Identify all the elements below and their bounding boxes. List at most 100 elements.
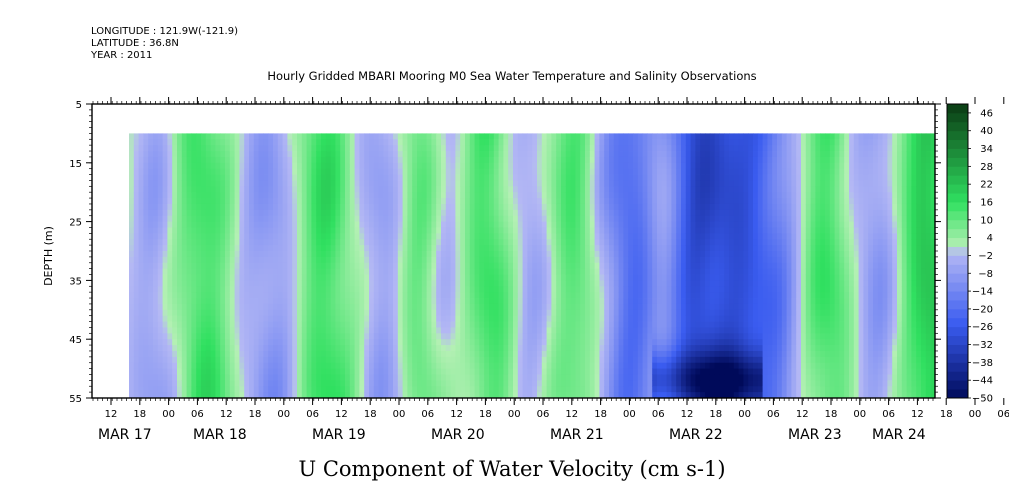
heatmap-cell <box>465 203 471 211</box>
heatmap-cell <box>417 392 423 399</box>
heatmap-cell <box>215 315 221 322</box>
heatmap-cell <box>167 374 173 381</box>
heatmap-cell <box>551 162 557 170</box>
heatmap-cell <box>349 362 356 369</box>
heatmap-cell <box>162 168 168 175</box>
heatmap-cell <box>345 321 351 328</box>
heatmap-cell <box>436 321 442 328</box>
heatmap-cell <box>652 239 658 246</box>
heatmap-cell <box>537 262 543 270</box>
heatmap-cell <box>407 203 413 211</box>
heatmap-cell <box>316 268 322 275</box>
heatmap-cell <box>359 215 365 222</box>
heatmap-cell <box>474 156 480 164</box>
heatmap-cell <box>321 256 327 264</box>
heatmap-cell <box>479 303 485 311</box>
heatmap-cell <box>445 139 452 146</box>
heatmap-cell <box>393 174 399 181</box>
heatmap-cell <box>345 339 351 346</box>
heatmap-cell <box>575 156 581 164</box>
heatmap-cell <box>229 392 236 399</box>
heatmap-cell <box>575 227 581 234</box>
heatmap-cell <box>397 186 404 193</box>
heatmap-cell <box>325 274 332 281</box>
heatmap-cell <box>162 368 168 375</box>
heatmap-cell <box>220 350 226 358</box>
heatmap-cell <box>205 327 212 334</box>
heatmap-cell <box>421 339 428 346</box>
heatmap-cell <box>599 356 605 364</box>
heatmap-cell <box>618 186 624 193</box>
heatmap-cell <box>417 368 423 375</box>
heatmap-cell <box>253 268 260 275</box>
heatmap-cell <box>407 151 413 158</box>
heatmap-cell <box>133 339 140 346</box>
heatmap-cell <box>138 345 144 352</box>
heatmap-cell <box>450 309 456 317</box>
heatmap-cell <box>364 374 370 381</box>
heatmap-cell <box>436 151 442 158</box>
heatmap-cell <box>623 356 629 364</box>
heatmap-cell <box>465 133 471 140</box>
heatmap-cell <box>657 286 663 293</box>
heatmap-cell <box>210 280 216 287</box>
heatmap-cell <box>253 215 260 222</box>
heatmap-cell <box>162 274 168 281</box>
heatmap-cell <box>234 133 240 140</box>
heatmap-cell <box>225 292 231 299</box>
heatmap-cell <box>172 133 178 140</box>
heatmap-cell <box>474 227 480 234</box>
heatmap-cell <box>378 133 384 140</box>
heatmap-cell <box>489 256 495 264</box>
heatmap-cell <box>647 274 653 281</box>
heatmap-cell <box>210 339 216 346</box>
heatmap-cell <box>205 227 212 234</box>
heatmap-cell <box>373 362 380 369</box>
heatmap-cell <box>575 133 581 140</box>
heatmap-cell <box>604 380 610 387</box>
heatmap-cell <box>647 168 653 175</box>
heatmap-cell <box>258 215 264 222</box>
heatmap-cell <box>455 392 461 399</box>
heatmap-cell <box>311 356 317 364</box>
heatmap-cell <box>196 309 202 317</box>
heatmap-cell <box>508 274 514 281</box>
heatmap-cell <box>364 198 370 205</box>
heatmap-cell <box>330 174 336 181</box>
heatmap-cell <box>484 203 490 211</box>
heatmap-cell <box>623 380 629 387</box>
heatmap-cell <box>479 362 485 369</box>
heatmap-cell <box>580 362 586 369</box>
heatmap-cell <box>129 380 135 387</box>
heatmap-cell <box>316 227 322 234</box>
heatmap-cell <box>258 256 264 264</box>
heatmap-cell <box>421 303 428 311</box>
heatmap-cell <box>306 233 312 240</box>
heatmap-cell <box>369 374 375 381</box>
heatmap-cell <box>493 362 500 369</box>
heatmap-cell <box>234 180 240 187</box>
heatmap-cell <box>369 251 375 258</box>
heatmap-cell <box>513 262 519 270</box>
heatmap-cell <box>383 345 389 352</box>
heatmap-cell <box>220 356 226 364</box>
heatmap-cell <box>426 309 432 317</box>
heatmap-cell <box>537 321 543 328</box>
heatmap-cell <box>354 186 360 193</box>
heatmap-cell <box>541 145 548 152</box>
heatmap-cell <box>570 174 576 181</box>
heatmap-cell <box>359 350 365 358</box>
heatmap-cell <box>402 192 408 199</box>
heatmap-cell <box>407 162 413 170</box>
heatmap-cell <box>133 239 140 246</box>
heatmap-cell <box>177 168 183 175</box>
heatmap-cell <box>143 209 149 217</box>
heatmap-cell <box>642 392 648 399</box>
heatmap-cell <box>129 303 135 311</box>
heatmap-cell <box>580 368 586 375</box>
heatmap-cell <box>565 339 572 346</box>
heatmap-cell <box>277 209 284 217</box>
heatmap-cell <box>441 215 447 222</box>
heatmap-cell <box>340 315 346 322</box>
heatmap-cell <box>186 209 192 217</box>
